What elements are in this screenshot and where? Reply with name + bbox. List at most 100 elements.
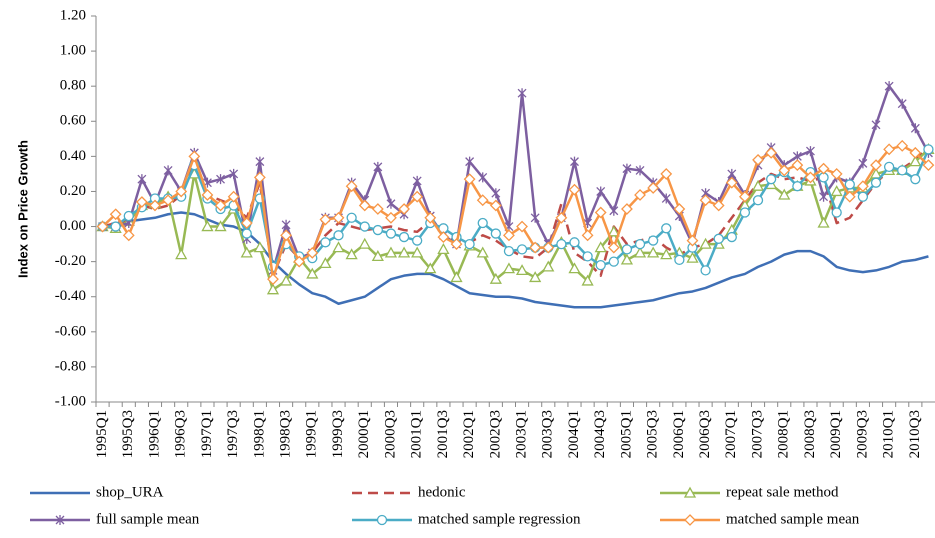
x-tick-label: 2008Q3 xyxy=(802,410,818,458)
marker xyxy=(502,262,516,274)
marker xyxy=(857,191,869,202)
marker xyxy=(870,177,882,188)
marker xyxy=(683,486,697,498)
marker xyxy=(371,203,384,215)
marker xyxy=(661,223,672,234)
marker xyxy=(96,220,109,233)
marker xyxy=(634,238,646,250)
y-tick-label: 1.00 xyxy=(60,43,86,59)
marker xyxy=(437,243,450,255)
marker xyxy=(542,241,555,254)
marker xyxy=(319,213,332,226)
x-tick-label: 2004Q3 xyxy=(592,410,608,458)
marker xyxy=(110,221,121,232)
marker xyxy=(635,165,645,176)
marker xyxy=(896,139,909,152)
marker xyxy=(686,234,699,247)
y-tick-label: -0.60 xyxy=(55,323,86,339)
marker xyxy=(517,88,527,99)
marker xyxy=(594,241,607,253)
marker xyxy=(476,194,489,207)
marker xyxy=(229,168,239,179)
marker xyxy=(137,174,147,185)
legend-label: matched sample mean xyxy=(726,511,860,527)
marker xyxy=(201,220,214,232)
y-tick-label: 0.20 xyxy=(60,183,86,199)
x-tick-label: 1999Q1 xyxy=(304,410,320,458)
marker xyxy=(556,238,567,250)
marker xyxy=(883,143,896,156)
marker xyxy=(503,245,515,257)
x-tick-label: 2007Q1 xyxy=(723,410,739,458)
marker xyxy=(621,244,633,255)
marker xyxy=(516,220,528,233)
marker xyxy=(831,207,842,218)
marker xyxy=(647,182,660,194)
marker xyxy=(385,211,397,224)
marker xyxy=(555,211,568,224)
x-tick-label: 2002Q3 xyxy=(487,410,503,458)
x-tick-label: 1998Q1 xyxy=(251,410,267,458)
marker xyxy=(596,186,606,197)
marker xyxy=(817,216,830,228)
y-tick-label: 0.00 xyxy=(60,218,86,234)
marker xyxy=(765,146,778,159)
x-tick-label: 2010Q1 xyxy=(881,410,897,458)
x-tick-label: 1995Q3 xyxy=(120,410,136,458)
marker xyxy=(241,228,252,239)
marker xyxy=(752,153,764,166)
marker xyxy=(791,159,804,172)
marker xyxy=(489,272,502,284)
marker xyxy=(255,156,265,167)
marker xyxy=(332,211,345,224)
marker xyxy=(634,189,646,201)
marker xyxy=(661,193,671,204)
legend-label: matched sample regression xyxy=(418,511,581,527)
marker xyxy=(55,515,65,525)
legend-label: repeat sale method xyxy=(726,484,839,500)
x-tick-label: 1997Q1 xyxy=(199,410,215,458)
marker xyxy=(633,246,647,258)
series-line xyxy=(102,148,930,272)
marker xyxy=(319,257,332,269)
x-tick-label: 1999Q3 xyxy=(330,410,346,458)
x-tick-label: 2007Q3 xyxy=(749,410,765,458)
series-line xyxy=(101,144,930,281)
marker xyxy=(293,255,306,268)
marker xyxy=(332,241,345,253)
marker xyxy=(897,165,908,176)
marker xyxy=(858,158,868,169)
marker xyxy=(515,264,529,276)
marker xyxy=(713,233,724,244)
marker xyxy=(699,194,712,207)
x-tick-label: 2001Q1 xyxy=(409,410,425,458)
marker xyxy=(371,250,384,262)
marker xyxy=(738,190,751,203)
marker xyxy=(412,175,422,186)
marker xyxy=(372,224,384,236)
marker xyxy=(424,211,437,224)
marker xyxy=(674,254,685,266)
marker xyxy=(149,199,161,212)
x-tick-label: 2003Q3 xyxy=(540,410,556,458)
marker xyxy=(620,253,634,265)
marker xyxy=(465,156,475,167)
y-tick-label: 0.80 xyxy=(60,78,86,94)
marker xyxy=(817,162,830,175)
marker xyxy=(568,183,581,196)
marker xyxy=(175,248,188,260)
x-tick-label: 1996Q1 xyxy=(146,410,162,458)
marker xyxy=(253,241,266,253)
marker xyxy=(385,228,397,239)
marker xyxy=(437,231,450,243)
marker xyxy=(397,246,411,258)
marker xyxy=(542,260,555,272)
marker xyxy=(897,98,907,109)
marker xyxy=(870,159,882,172)
x-tick-label: 1996Q3 xyxy=(173,410,189,458)
marker xyxy=(346,212,357,223)
marker xyxy=(450,238,463,251)
marker xyxy=(609,205,619,216)
marker xyxy=(411,246,424,258)
